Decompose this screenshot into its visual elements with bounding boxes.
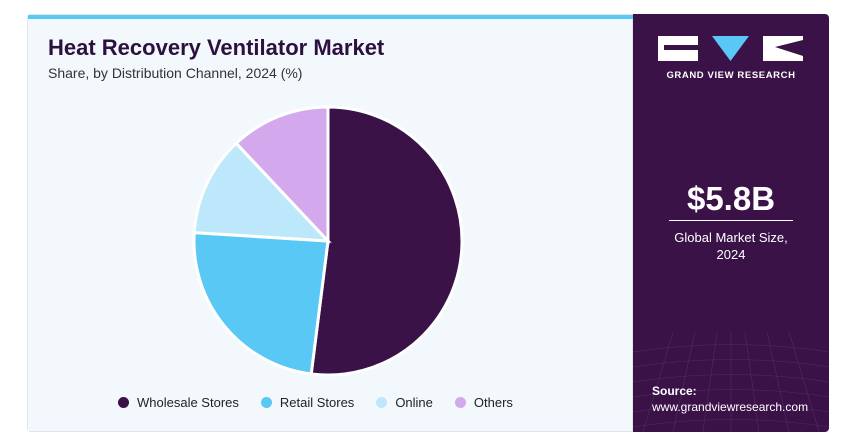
source-label: Source:	[652, 384, 697, 398]
legend-swatch-online	[376, 396, 388, 408]
legend-item-retail-stores: Retail Stores	[260, 394, 355, 410]
infographic-card: Heat Recovery Ventilator Market Share, b…	[27, 14, 829, 432]
market-size-label-line2: 2024	[716, 247, 746, 262]
chart-legend: Wholesale Stores Retail Stores Online Other…	[118, 393, 513, 411]
legend-swatch-others	[454, 396, 466, 408]
pie-slice-wholesale-stores	[309, 105, 464, 377]
legend-swatch-retail-stores	[260, 396, 272, 408]
grand-view-research-logo-icon	[658, 36, 803, 61]
market-size-value: $5.8B	[686, 180, 776, 217]
legend-label-others: Others	[473, 394, 513, 410]
brand-name: GRAND VIEW RESEARCH	[666, 70, 796, 81]
chart-panel: Heat Recovery Ventilator Market Share, b…	[27, 14, 634, 432]
pie-slice-others	[234, 105, 330, 245]
legend-label-wholesale-stores: Wholesale Stores	[137, 394, 239, 410]
legend-item-online: Online	[376, 395, 433, 410]
metric-divider	[669, 220, 793, 221]
legend-label-online: Online	[395, 394, 433, 410]
pie-slice-retail-stores	[192, 230, 330, 376]
legend-swatch-wholesale-stores	[118, 396, 129, 408]
pie-slice-online	[192, 141, 332, 243]
legend-item-others: Others	[454, 394, 513, 410]
chart-subtitle: Share, by Distribution Channel, 2024 (%)	[48, 65, 303, 81]
market-size-label: Global Market Size, 2024	[633, 229, 829, 263]
legend-item-wholesale-stores: Wholesale Stores	[118, 395, 239, 410]
summary-panel: GRAND VIEW RESEARCH $5.8B Global Market …	[633, 14, 829, 432]
chart-title: Heat Recovery Ventilator Market	[48, 35, 385, 60]
grid-pattern-decoration	[633, 332, 829, 432]
market-size-label-line1: Global Market Size,	[674, 230, 788, 245]
source-url: www.grandviewresearch.com	[652, 400, 809, 414]
accent-bar	[28, 15, 634, 19]
legend-label-retail-stores: Retail Stores	[279, 394, 355, 410]
pie-chart	[192, 105, 464, 377]
